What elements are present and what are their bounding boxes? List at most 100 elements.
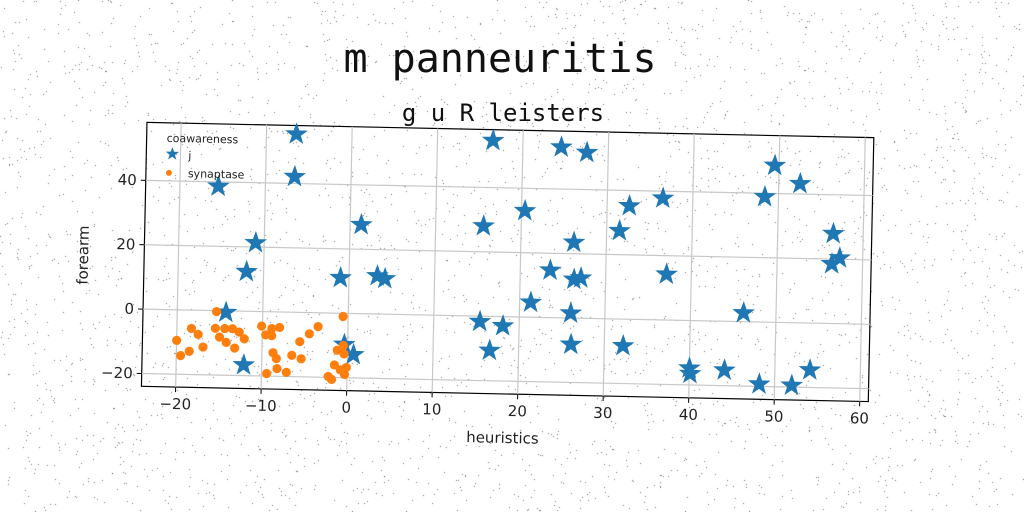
y-axis: −20 0 20 40 — [101, 171, 146, 382]
data-point-synaptase — [230, 343, 240, 353]
data-point-j — [481, 128, 505, 151]
grid-line-x — [175, 123, 182, 388]
data-point-synaptase — [341, 362, 351, 373]
data-point-synaptase — [257, 321, 267, 331]
grid-line-x — [517, 130, 524, 395]
data-point-synaptase — [267, 331, 277, 341]
x-axis: −20 −10 0 10 20 30 40 50 60 — [159, 387, 869, 428]
x-tick-label: 10 — [422, 400, 441, 418]
data-point-synaptase — [313, 322, 323, 332]
grid-line-y — [143, 308, 870, 325]
x-tick-label: 50 — [764, 407, 783, 425]
grid-line-x — [602, 132, 610, 397]
data-point-j — [788, 171, 812, 194]
plot-frame — [140, 121, 875, 403]
data-point-j — [559, 301, 583, 324]
data-point-j — [828, 246, 852, 268]
legend-marker-j — [165, 146, 180, 160]
data-point-synaptase — [326, 374, 337, 384]
figure-suptitle: m panneuritis — [343, 36, 656, 82]
y-axis-label: forearm — [74, 225, 93, 285]
data-point-j — [713, 358, 736, 381]
data-point-synaptase — [186, 323, 197, 334]
grid-line-y — [144, 244, 872, 261]
grid-line-x — [773, 135, 781, 400]
data-point-j — [763, 153, 787, 176]
y-tick-label: 20 — [116, 235, 135, 253]
data-point-synaptase — [193, 329, 203, 340]
data-point-j — [235, 259, 258, 282]
data-point-synaptase — [267, 323, 277, 334]
data-point-synaptase — [172, 335, 182, 345]
data-point-j — [798, 358, 822, 380]
data-point-synaptase — [211, 307, 222, 317]
data-point-synaptase — [295, 337, 305, 347]
data-point-synaptase — [234, 327, 244, 337]
data-point-j — [472, 214, 495, 236]
data-point-synaptase — [198, 342, 208, 352]
data-point-j — [559, 332, 583, 355]
legend-label-synaptase: synaptase — [188, 167, 245, 181]
data-point-j — [611, 333, 635, 356]
data-point-synaptase — [339, 349, 349, 359]
grid-line-x — [431, 128, 439, 393]
grid-line-x — [859, 137, 866, 402]
data-point-synaptase — [262, 368, 272, 379]
data-point-synaptase — [272, 363, 282, 374]
data-point-j — [780, 373, 804, 396]
legend: coawareness j synaptase — [165, 132, 245, 181]
legend-title: coawareness — [167, 132, 239, 147]
x-tick-label: 40 — [679, 406, 698, 424]
data-point-synaptase — [274, 322, 285, 333]
x-tick-label: −10 — [245, 397, 277, 416]
data-point-synaptase — [338, 311, 348, 322]
data-point-synaptase — [210, 323, 220, 333]
data-point-j — [732, 301, 755, 323]
grid-line-x — [260, 124, 268, 389]
grid-line-y — [145, 179, 873, 197]
data-point-j — [513, 198, 537, 221]
data-point-j — [519, 290, 543, 313]
data-point-synaptase — [239, 334, 249, 344]
data-point-j — [550, 135, 573, 157]
data-point-j — [373, 266, 397, 289]
data-point-j — [655, 262, 678, 285]
data-point-j — [244, 230, 268, 253]
data-point-j — [562, 230, 586, 253]
data-point-j — [822, 221, 845, 244]
data-point-synaptase — [184, 346, 194, 356]
x-tick-label: 60 — [850, 409, 869, 427]
data-point-synaptase — [287, 350, 297, 360]
data-point-j — [232, 353, 256, 375]
data-point-j — [747, 372, 771, 394]
data-point-j — [468, 309, 492, 332]
data-point-synaptase — [338, 340, 348, 351]
data-point-synaptase — [339, 369, 350, 380]
data-point-synaptase — [214, 332, 225, 342]
x-tick-label: 30 — [593, 404, 612, 422]
data-point-j — [283, 164, 307, 187]
data-point-j — [350, 212, 373, 235]
data-point-synaptase — [304, 329, 314, 339]
data-points — [172, 122, 852, 396]
grid — [141, 123, 873, 402]
data-point-synaptase — [220, 323, 230, 334]
data-point-synaptase — [221, 337, 231, 347]
data-point-j — [753, 184, 777, 207]
legend-marker-synaptase — [165, 169, 172, 176]
data-point-j — [608, 218, 631, 241]
data-point-synaptase — [296, 354, 306, 364]
data-point-j — [478, 338, 501, 361]
data-point-j — [538, 258, 562, 281]
x-axis-label: heuristics — [466, 428, 539, 448]
y-tick-label: 40 — [117, 171, 136, 189]
data-point-j — [491, 314, 515, 336]
data-point-j — [678, 361, 702, 384]
data-point-j — [569, 266, 593, 288]
data-point-synaptase — [281, 367, 291, 377]
chart-title: g u R leisters — [402, 99, 604, 127]
plot-axes: −20 −10 0 10 20 30 40 50 60 −20 0 20 40 coawareness… — [74, 121, 875, 448]
y-tick-label: 0 — [124, 300, 134, 318]
